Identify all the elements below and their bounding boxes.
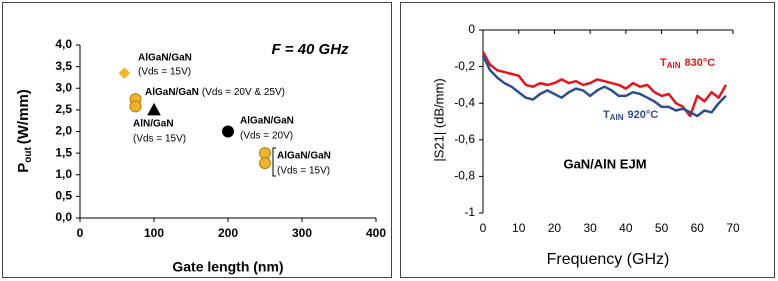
y-tick-label: -0,2 <box>454 59 475 73</box>
point <box>147 102 161 116</box>
x-tick-label: 10 <box>512 221 526 235</box>
series-label: TAlN 830°C <box>660 57 715 70</box>
panel-frame <box>2 2 392 278</box>
series-line <box>481 55 727 118</box>
point <box>118 67 131 79</box>
y-tick-label: 0,5 <box>55 189 72 203</box>
annotation: GaN/AlN EJM <box>563 156 646 171</box>
annotation-name: AlGaN/GaN <box>240 116 294 127</box>
annotation-condition: (Vds = 20V & 25V) <box>202 87 285 98</box>
x-tick-label: 30 <box>583 221 597 235</box>
point <box>259 157 271 170</box>
series-label-main: T <box>660 57 667 69</box>
y-tick-label: 0 <box>468 22 475 36</box>
series-label-temp: 920°C <box>628 109 659 121</box>
series-label-main: T <box>603 109 610 121</box>
annotation-condition: (Vds = 20V) <box>240 131 293 142</box>
y-tick-label: 1,5 <box>55 145 72 159</box>
point <box>259 147 271 160</box>
panel-frame <box>400 2 775 278</box>
x-tick-label: 40 <box>619 221 633 235</box>
x-axis-title: Frequency (GHz) <box>547 251 670 268</box>
y-axis-title: Pout (W/mm) <box>15 89 34 173</box>
y-tick-label: -0,6 <box>454 132 475 146</box>
annotation-name: AlGaN/GaN <box>138 53 192 64</box>
annotation-condition: (Vds = 15V) <box>277 166 330 177</box>
x-tick-label: 200 <box>218 226 238 240</box>
annotation: AlGaN/GaN (Vds = 20V & 25V) <box>145 87 285 98</box>
x-tick-label: 0 <box>77 226 84 240</box>
y-tick-label: 2,5 <box>55 102 72 116</box>
x-tick-label: 300 <box>292 226 312 240</box>
y-tick-label: -0,8 <box>454 169 475 183</box>
y-tick-label: 3,0 <box>55 80 72 94</box>
x-tick-label: 0 <box>480 221 487 235</box>
series-label-sub: AlN <box>610 113 624 122</box>
y-tick-label: 2,0 <box>55 124 72 138</box>
y-axis-title: |S21| (dB/mm) <box>431 78 446 161</box>
y-tick-label: 0,0 <box>55 210 72 224</box>
annotation-condition: (Vds = 15V) <box>138 67 191 78</box>
x-axis-title: Gate length (nm) <box>172 259 283 275</box>
x-tick-label: 400 <box>366 226 386 240</box>
y-axis-title-main: P <box>15 163 32 173</box>
series-label: TAlN 920°C <box>603 109 658 122</box>
x-tick-label: 100 <box>144 226 164 240</box>
annotation-name: AlGaN/GaN <box>277 151 331 162</box>
x-tick-label: 50 <box>655 221 669 235</box>
x-tick-label: 60 <box>691 221 705 235</box>
point <box>129 100 142 113</box>
y-tick-label: 1,0 <box>55 167 72 181</box>
y-axis-title-unit: (W/mm) <box>15 89 32 144</box>
y-tick-label: 3,5 <box>55 59 72 73</box>
x-tick-label: 70 <box>726 221 740 235</box>
y-axis-title-sub: out <box>23 147 34 163</box>
point <box>222 125 234 138</box>
chart-title: F = 40 GHz <box>271 41 349 58</box>
y-tick-label: -0,4 <box>454 95 475 109</box>
annotation-name: AlN/GaN <box>133 119 174 130</box>
series-label-sub: AlN <box>667 61 681 70</box>
bracket <box>272 147 276 177</box>
x-tick-label: 20 <box>548 221 562 235</box>
y-tick-label: -1 <box>464 205 475 219</box>
y-tick-label: 4,0 <box>55 37 72 51</box>
series-label-temp: 830°C <box>685 57 716 69</box>
annotation-condition: (Vds = 15V) <box>133 134 186 145</box>
annotation-name: AlGaN/GaN <box>145 87 199 98</box>
